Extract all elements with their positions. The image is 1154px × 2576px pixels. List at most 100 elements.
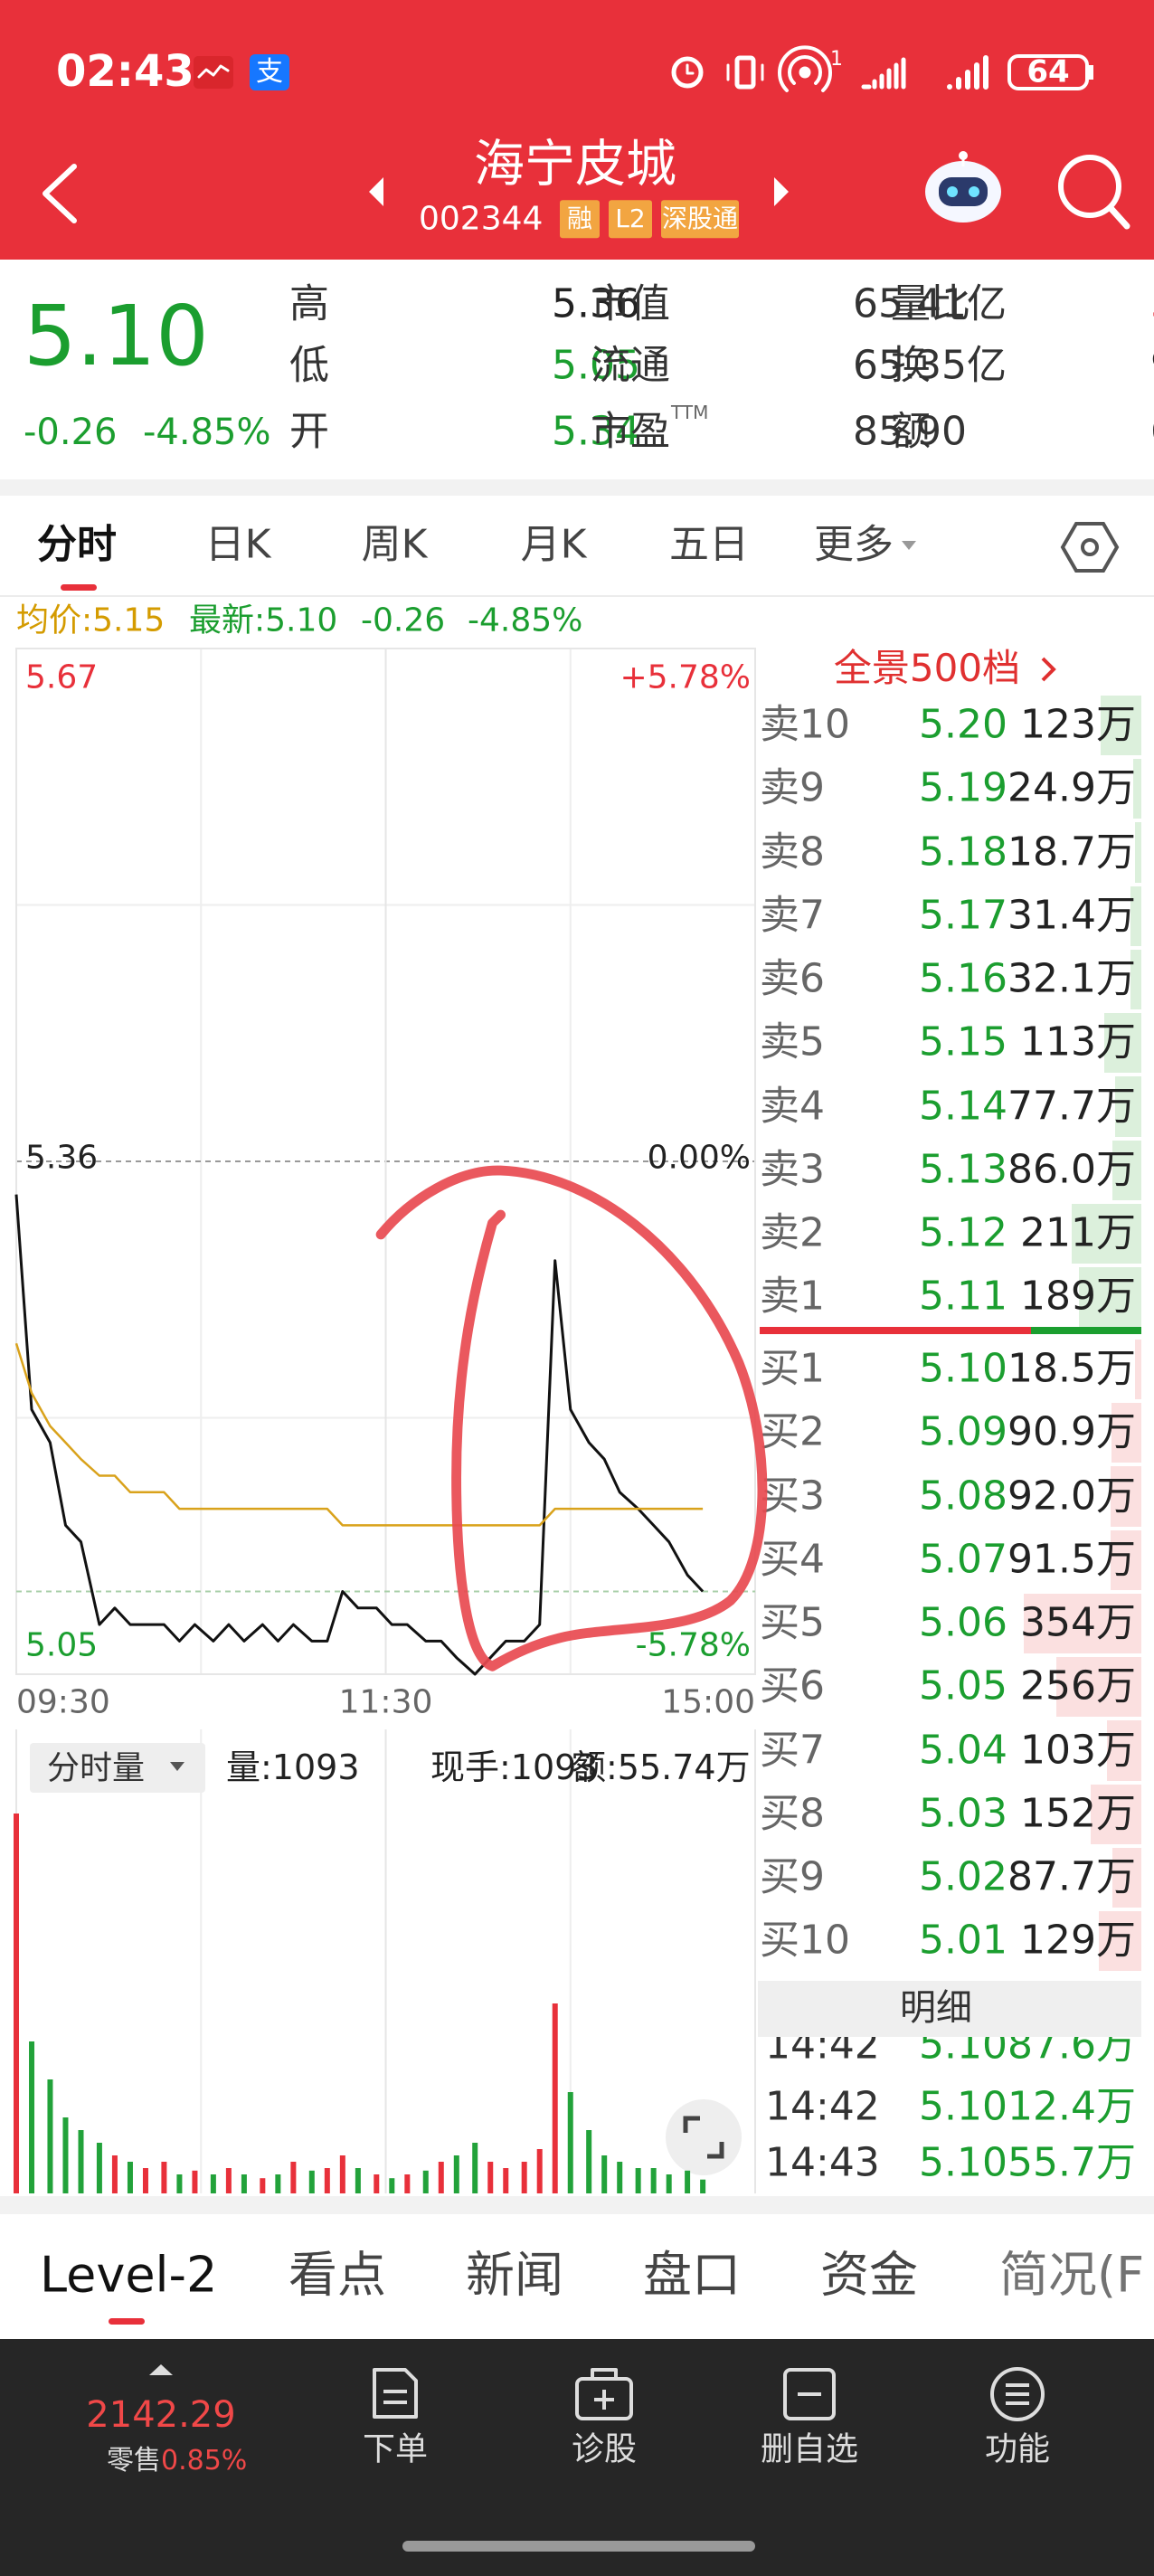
latest-change: -0.26 [361, 601, 446, 639]
volume-bar [14, 1814, 19, 2193]
nav-item[interactable]: 诊股 [571, 2430, 638, 2468]
stock-code: 002344 [419, 200, 544, 238]
chart-tab[interactable]: 分时 [37, 521, 117, 568]
volume-bar [355, 2168, 361, 2193]
volume-bar [685, 2170, 691, 2193]
stock-name[interactable]: 海宁皮城 [474, 135, 676, 194]
bottom-tab[interactable]: 简况(F [999, 2246, 1145, 2304]
depth-bar [1130, 949, 1141, 1010]
battery-level: 64 [1026, 53, 1070, 90]
stat-label: 流通 [591, 342, 670, 389]
nav-item[interactable]: 删自选 [760, 2430, 859, 2468]
chart-tab[interactable]: 月K [520, 521, 587, 568]
volume-bar [389, 2178, 395, 2193]
last-price: 5.10 [24, 287, 209, 384]
chart-tab[interactable]: 更多 [814, 521, 894, 568]
volume-bar [260, 2178, 266, 2193]
order-price: 5.09 [919, 1408, 1007, 1455]
home-indicator [402, 2541, 755, 2552]
depth-bar [1112, 1140, 1141, 1200]
badge: 融 [560, 200, 600, 238]
order-volume: 256万 [1020, 1662, 1136, 1709]
order-level: 卖9 [760, 764, 825, 811]
order-level: 卖1 [760, 1273, 825, 1320]
volume-info: 现手:1093 [430, 1747, 599, 1788]
app-badge: 支 [250, 54, 289, 90]
bottom-tab[interactable]: 资金 [820, 2246, 918, 2304]
volume-bar [536, 2149, 543, 2193]
volume-bar [503, 2168, 509, 2193]
order-volume: 152万 [1020, 1790, 1136, 1837]
robot-icon[interactable] [925, 151, 1001, 223]
order-price: 5.05 [919, 1662, 1007, 1709]
depth-bar [1130, 886, 1141, 946]
depth-bar [1135, 1339, 1141, 1400]
hotspot-badge: 1 [830, 47, 843, 71]
details-header [758, 1981, 1141, 2037]
order-price: 5.11 [919, 1273, 1007, 1320]
volume-bar [487, 2162, 494, 2193]
order-price: 5.14 [919, 1083, 1007, 1130]
detail-time: 14:42 [765, 2083, 880, 2130]
fullscreen-icon[interactable] [666, 2099, 742, 2175]
bottom-tab[interactable]: Level-2 [40, 2246, 218, 2304]
badge: L2 [609, 200, 652, 238]
order-book-title[interactable]: 全景500档 [833, 645, 1021, 690]
order-level: 买2 [760, 1408, 825, 1455]
order-level: 卖10 [760, 701, 850, 748]
detail-volume: 55.7万 [1007, 2139, 1136, 2186]
order-volume: 354万 [1020, 1599, 1136, 1646]
volume-selector[interactable]: 分时量 [47, 1749, 146, 1787]
bottom-tab[interactable]: 盘口 [643, 2246, 741, 2304]
bottom-tab-indicator [109, 2318, 145, 2325]
volume-bar [404, 2174, 411, 2193]
x-tick-label: 15:00 [661, 1683, 755, 1721]
stat-value: 65.35亿 [853, 342, 1007, 389]
bottom-tab[interactable]: 新闻 [466, 2246, 563, 2304]
divider [0, 479, 1154, 496]
order-price: 5.02 [919, 1853, 1007, 1900]
order-level: 卖6 [760, 955, 825, 1002]
order-price: 5.16 [919, 955, 1007, 1002]
details-title[interactable]: 明细 [900, 1987, 972, 2029]
volume-bar [601, 2155, 608, 2193]
nav-item[interactable]: 功能 [984, 2430, 1051, 2468]
avg-price: 均价:5.15 [16, 601, 166, 639]
depth-bar [1024, 1593, 1141, 1654]
stat-label: 开 [289, 408, 329, 455]
stat-label: 市盈 [591, 408, 670, 455]
order-level: 卖5 [760, 1018, 825, 1065]
volume-bar [96, 2143, 102, 2193]
volume-bar [275, 2174, 281, 2193]
order-level: 买10 [760, 1917, 850, 1964]
order-level: 卖8 [760, 829, 825, 876]
volume-bar [666, 2174, 672, 2193]
volume-bar [700, 2179, 706, 2193]
volume-bar [586, 2130, 592, 2193]
book-divider [1031, 1327, 1141, 1334]
stat-label: 高 [289, 280, 329, 327]
index-value[interactable]: 2142.29 [86, 2394, 236, 2436]
detail-time: 14:43 [765, 2139, 880, 2186]
nav-item[interactable]: 下单 [362, 2430, 429, 2468]
price-change-pct: -4.85% [143, 412, 271, 453]
volume-bar [453, 2155, 459, 2193]
order-volume: 24.9万 [1007, 764, 1136, 811]
depth-bar [1132, 759, 1141, 819]
chart-tab[interactable]: 日K [204, 521, 271, 568]
bottom-tab[interactable]: 看点 [288, 2246, 386, 2304]
order-volume: 123万 [1020, 701, 1136, 748]
x-tick-label: 11:30 [338, 1683, 433, 1721]
y2-tick-label: +5.78% [620, 658, 751, 696]
chart-tab[interactable]: 周K [361, 521, 428, 568]
volume-bar [324, 2168, 330, 2193]
order-price: 5.15 [919, 1018, 1007, 1065]
order-volume: 18.7万 [1007, 829, 1136, 876]
detail-volume: 12.4万 [1007, 2083, 1136, 2130]
y-tick-label: 5.05 [25, 1626, 99, 1664]
volume-bar [339, 2155, 345, 2193]
order-volume: 32.1万 [1007, 955, 1136, 1002]
depth-bar [1078, 1267, 1141, 1328]
chart-tab[interactable]: 五日 [669, 521, 749, 568]
